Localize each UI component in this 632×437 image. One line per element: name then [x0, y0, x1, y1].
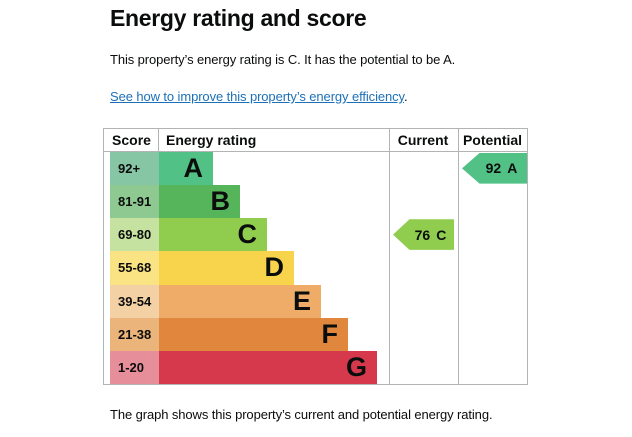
page-title: Energy rating and score — [110, 5, 367, 31]
current-column-divider — [389, 129, 390, 384]
link-suffix: . — [403, 89, 408, 104]
epc-band-row-g: 1-20 G — [104, 350, 527, 384]
potential-column-divider — [458, 129, 459, 384]
band-bar-f: F — [159, 317, 348, 351]
column-header-potential: Potential — [462, 132, 523, 148]
band-bar-g: G — [159, 350, 377, 384]
score-column-divider — [158, 129, 159, 151]
epc-band-row-b: 81-91 B — [104, 185, 527, 219]
epc-band-row-c: 69-80 C — [104, 218, 527, 252]
potential-rating-value: 92 — [485, 160, 502, 177]
band-score-range: 55-68 — [110, 251, 159, 285]
current-rating-value: 76 — [414, 226, 431, 243]
header-underline — [104, 151, 527, 152]
column-header-score: Score — [112, 132, 151, 148]
column-header-rating: Energy rating — [166, 132, 257, 148]
current-rating-letter: C — [436, 226, 447, 243]
summary-text: This property’s energy rating is C. It h… — [110, 52, 456, 67]
band-score-range: 69-80 — [110, 218, 159, 252]
improve-link-line: See how to improve this property’s energ… — [110, 89, 408, 104]
band-score-range: 92+ — [110, 152, 159, 186]
improve-efficiency-link[interactable]: See how to improve this property’s energ… — [110, 89, 404, 104]
band-score-range: 1-20 — [110, 350, 159, 384]
band-score-range: 21-38 — [110, 317, 159, 351]
band-bar-a: A — [159, 152, 213, 186]
epc-band-row-a: 92+ A — [104, 152, 527, 186]
epc-band-row-f: 21-38 F — [104, 317, 527, 351]
band-bar-d: D — [159, 251, 294, 285]
column-header-current: Current — [397, 132, 449, 148]
chart-caption: The graph shows this property’s current … — [110, 407, 493, 422]
epc-band-row-e: 39-54 E — [104, 284, 527, 318]
band-bar-c: C — [159, 218, 267, 252]
band-bar-e: E — [159, 284, 321, 318]
band-score-range: 39-54 — [110, 284, 159, 318]
band-score-range: 81-91 — [110, 185, 159, 219]
epc-bands: 92+ A 81-91 B 69-80 C 55-68 D 39-54 E 21-38 F 1-20 G — [104, 152, 527, 384]
epc-band-row-d: 55-68 D — [104, 251, 527, 285]
epc-rating-chart: Score Energy rating Current Potential 92… — [103, 128, 528, 385]
band-bar-b: B — [159, 185, 240, 219]
potential-rating-letter: A — [507, 160, 518, 177]
